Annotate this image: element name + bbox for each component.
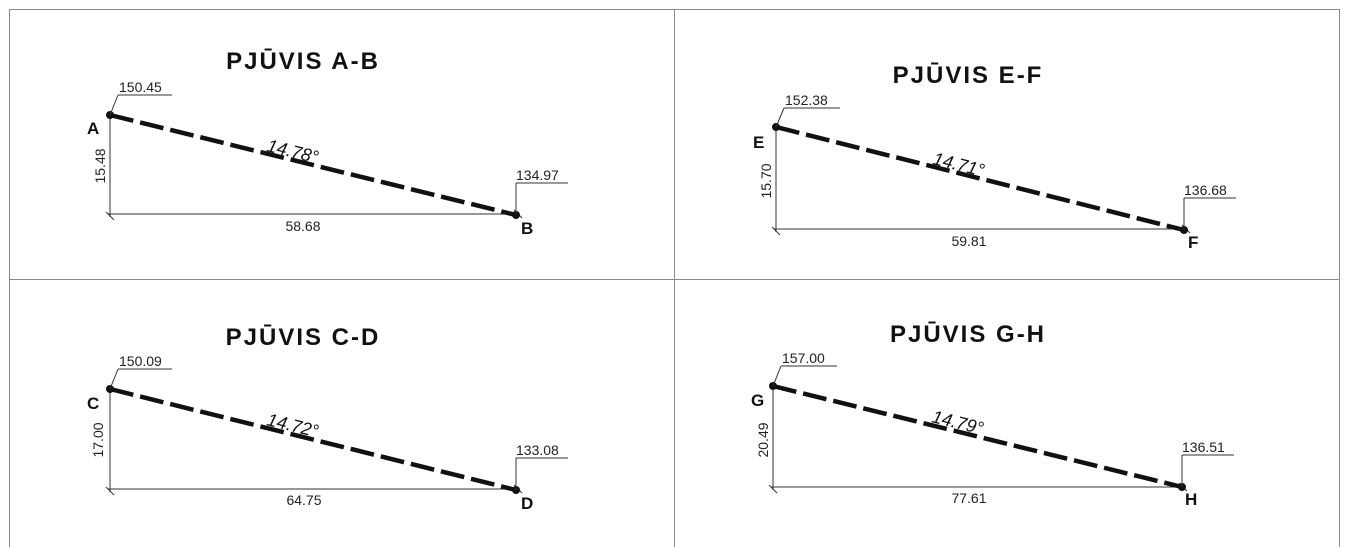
slope-angle-text: 14.71° [931,148,987,180]
start-elevation-text: 150.09 [119,353,162,369]
slope-angle-text: 14.78° [265,135,321,167]
end-elevation-text: 136.51 [1182,439,1225,455]
section-panel-g-h: PJŪVIS G-H 20.49 77.61 157.00 136.51 G H… [751,321,1234,509]
length-dimension-text: 58.68 [285,218,320,234]
start-point-label: E [753,133,764,152]
tick-mark [105,211,115,221]
start-elevation-text: 157.00 [782,350,825,366]
end-elevation-text: 134.97 [516,167,559,183]
length-dimension-text: 59.81 [951,233,986,249]
length-dimension-text: 77.61 [951,490,986,506]
start-elevation-leader [109,368,119,390]
start-elevation-leader [775,107,785,128]
start-point-label: G [751,391,764,410]
end-point-label: H [1185,490,1197,509]
tick-mark [768,484,778,494]
slope-line [772,383,1183,490]
section-panel-e-f: PJŪVIS E-F 15.70 59.81 152.38 136.68 E F… [753,62,1236,252]
end-point-label: D [521,494,533,513]
height-dimension-text: 15.70 [758,163,774,198]
slope-line [775,124,1185,233]
height-dimension-text: 17.00 [90,422,106,457]
height-dimension-text: 15.48 [92,148,108,183]
start-elevation-text: 150.45 [119,79,162,95]
end-point-label: F [1188,233,1198,252]
section-title: PJŪVIS E-F [893,62,1044,89]
section-panel-c-d: PJŪVIS C-D 17.00 64.75 150.09 133.08 C D… [87,324,568,513]
section-title: PJŪVIS C-D [226,324,381,351]
end-point-label: B [521,219,533,238]
start-elevation-leader [109,94,119,116]
tick-mark [771,226,781,236]
slope-line [109,386,517,493]
start-elevation-text: 152.38 [785,92,828,108]
length-dimension-text: 64.75 [286,492,321,508]
start-elevation-leader [772,365,782,387]
section-title: PJŪVIS G-H [890,321,1046,348]
tick-mark [105,486,115,496]
start-point-label: A [87,119,99,138]
end-elevation-text: 136.68 [1184,182,1227,198]
section-panel-a-b: PJŪVIS A-B 15.48 58.68 150.45 134.97 A B… [87,48,568,238]
section-title: PJŪVIS A-B [226,48,380,75]
end-elevation-text: 133.08 [516,442,559,458]
height-dimension-text: 20.49 [755,422,771,457]
slope-line [109,112,517,218]
start-point-label: C [87,394,99,413]
